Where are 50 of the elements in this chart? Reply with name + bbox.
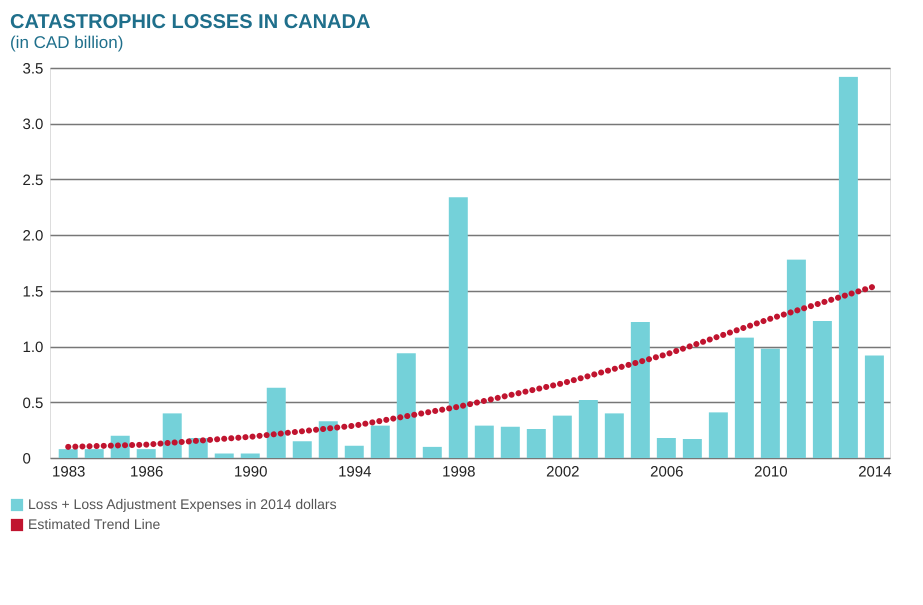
bar <box>500 426 520 458</box>
y-tick-label: 0 <box>22 450 31 468</box>
bar <box>136 449 156 458</box>
bar <box>682 439 702 458</box>
y-tick-label: 1.0 <box>22 339 44 356</box>
bar <box>786 260 806 458</box>
chart-subtitle: (in CAD billion) <box>10 33 124 52</box>
bar <box>656 438 676 458</box>
y-tick-label: 3.0 <box>22 116 44 134</box>
x-tick-label: 1998 <box>442 464 476 480</box>
x-tick-label: 2006 <box>650 464 684 480</box>
x-tick-label: 1994 <box>338 464 372 480</box>
bar <box>162 413 182 458</box>
x-tick-label: 1983 <box>52 464 86 480</box>
bar <box>734 338 754 458</box>
bar <box>578 400 598 458</box>
x-tick-label: 2014 <box>858 464 892 480</box>
legend-label: Loss + Loss Adjustment Expenses in 2014 dollars <box>28 496 337 512</box>
bar <box>552 416 572 458</box>
x-tick-label: 2010 <box>754 464 788 480</box>
legend-label: Estimated Trend Line <box>28 516 161 532</box>
x-tick-label: 1990 <box>234 464 268 480</box>
bar <box>396 353 416 458</box>
x-tick-label: 1986 <box>130 464 164 480</box>
bar <box>864 355 884 458</box>
bar <box>526 429 546 458</box>
chart-title: CATASTROPHIC LOSSES IN CANADA <box>10 11 370 33</box>
y-tick-label: 0.5 <box>22 394 44 412</box>
bar <box>630 322 650 458</box>
x-tick-label: 2002 <box>546 464 580 480</box>
bar <box>474 426 494 458</box>
bar <box>84 449 104 458</box>
bar <box>604 413 624 458</box>
y-tick-label: 2.5 <box>22 172 44 189</box>
bar <box>292 441 312 458</box>
bar <box>812 320 832 458</box>
bar <box>214 454 234 458</box>
bar <box>266 388 286 458</box>
bar <box>760 348 780 458</box>
bar <box>58 449 78 458</box>
bar <box>370 426 390 458</box>
bar <box>708 412 728 458</box>
y-tick-label: 1.5 <box>22 283 44 300</box>
y-tick-label: 3.5 <box>22 60 44 78</box>
bar <box>344 446 364 458</box>
bar <box>448 197 468 458</box>
bar <box>838 76 858 458</box>
bar <box>422 446 442 458</box>
bar <box>240 454 260 458</box>
y-tick-label: 2.0 <box>22 228 44 245</box>
